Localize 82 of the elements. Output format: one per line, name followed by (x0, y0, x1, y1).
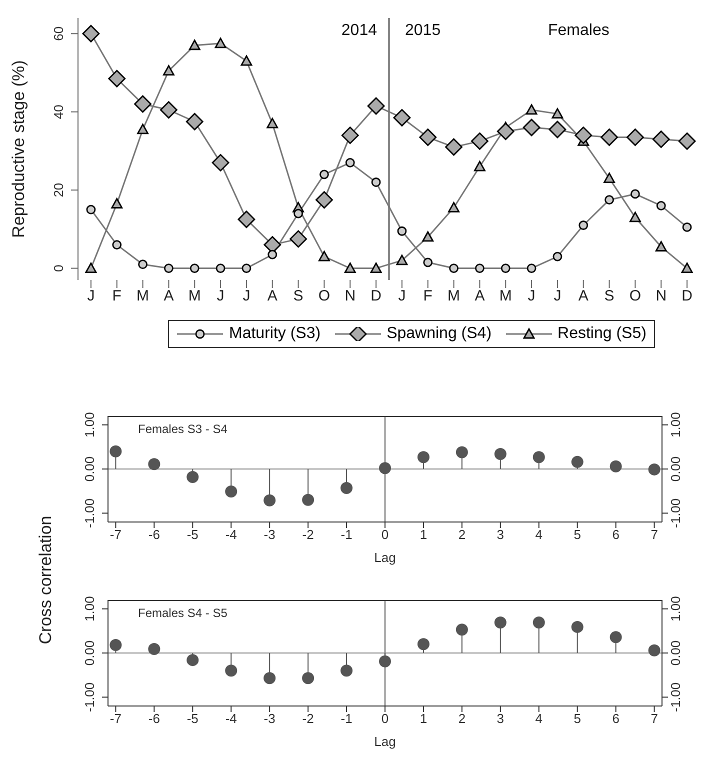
x-tick-label: -5 (186, 527, 198, 542)
annotation: Females S3 - S4 (138, 422, 228, 436)
legend-label: Spawning (S4) (386, 325, 492, 343)
x-tick-label: J (87, 288, 95, 305)
annotation: 2014 (341, 22, 377, 40)
y-tick-label: 0.00 (82, 640, 97, 666)
y2-tick-label: 1.00 (668, 412, 683, 438)
x-tick-label: 3 (496, 527, 504, 542)
x-axis-title: Lag (374, 734, 396, 749)
x-tick-label: -2 (302, 711, 314, 726)
y-tick-label: 20 (51, 182, 66, 198)
y-tick-label: 1.00 (82, 412, 97, 438)
y-tick-label: 0.00 (82, 456, 97, 482)
x-tick-label: -6 (148, 711, 160, 726)
x-tick-label: 5 (574, 711, 581, 726)
x-tick-label: M (136, 288, 150, 305)
x-tick-label: 7 (650, 527, 658, 542)
y-axis-title: Cross correlation (36, 516, 56, 644)
annotation: Females (548, 22, 610, 40)
x-axis-title: Lag (374, 550, 396, 565)
x-tick-label: -7 (110, 527, 122, 542)
x-tick-label: -3 (264, 527, 276, 542)
x-tick-label: -4 (225, 711, 237, 726)
y-tick-label: 0 (51, 264, 66, 272)
x-tick-label: M (499, 288, 512, 305)
y2-tick-label: -1.00 (668, 498, 683, 528)
x-tick-label: O (629, 288, 642, 305)
x-tick-label: D (682, 288, 693, 305)
annotation: 2015 (405, 22, 441, 40)
y-tick-label: 60 (51, 26, 66, 41)
x-tick-label: A (267, 288, 278, 305)
annotation: Females S4 - S5 (138, 606, 228, 620)
x-tick-label: S (293, 288, 304, 305)
y-tick-label: 1.00 (82, 596, 97, 622)
y2-tick-label: 0.00 (668, 640, 683, 666)
x-tick-label: N (344, 288, 356, 305)
legend-label: Maturity (S3) (229, 325, 321, 343)
x-tick-label: A (578, 288, 588, 305)
x-tick-label: 2 (458, 711, 466, 726)
x-tick-label: A (474, 288, 485, 305)
x-tick-label: 1 (420, 711, 428, 726)
x-tick-label: A (164, 288, 174, 305)
x-tick-label: M (448, 288, 460, 305)
x-tick-label: 4 (535, 711, 543, 726)
x-tick-label: 7 (650, 711, 658, 726)
x-tick-label: -2 (302, 527, 314, 542)
x-tick-label: J (216, 288, 224, 305)
x-tick-label: -1 (340, 711, 352, 726)
x-tick-label: 2 (458, 527, 466, 542)
x-tick-label: -3 (264, 711, 276, 726)
y2-tick-label: 1.00 (668, 596, 683, 622)
x-tick-label: 5 (574, 527, 581, 542)
x-tick-label: -4 (225, 527, 237, 542)
y-tick-label: 40 (51, 104, 66, 120)
x-tick-label: F (112, 288, 122, 305)
x-tick-label: -1 (340, 527, 352, 542)
y-axis-title: Reproductive stage (%) (9, 60, 28, 238)
x-tick-label: S (604, 288, 614, 305)
x-tick-label: J (398, 288, 406, 305)
x-tick-label: J (242, 288, 250, 305)
y-tick-label: -1.00 (82, 498, 97, 528)
x-tick-label: O (318, 288, 330, 305)
x-tick-label: 4 (535, 527, 543, 542)
x-tick-label: N (656, 288, 667, 305)
x-tick-label: -6 (148, 527, 160, 542)
x-tick-label: 6 (612, 527, 620, 542)
x-tick-label: -5 (186, 711, 198, 726)
x-tick-label: -7 (110, 711, 122, 726)
x-tick-label: 0 (381, 711, 389, 726)
x-tick-label: 1 (420, 527, 428, 542)
x-tick-label: 6 (612, 711, 620, 726)
legend-label: Resting (S5) (558, 325, 646, 343)
x-tick-label: 0 (381, 527, 389, 542)
y-tick-label: -1.00 (82, 682, 97, 712)
y2-tick-label: 0.00 (668, 456, 683, 482)
x-tick-label: J (528, 288, 536, 305)
x-tick-label: M (188, 288, 201, 305)
x-tick-label: J (554, 288, 562, 305)
x-tick-label: F (423, 288, 432, 305)
y2-tick-label: -1.00 (668, 682, 683, 712)
x-tick-label: 3 (496, 711, 504, 726)
x-tick-label: D (370, 288, 382, 305)
